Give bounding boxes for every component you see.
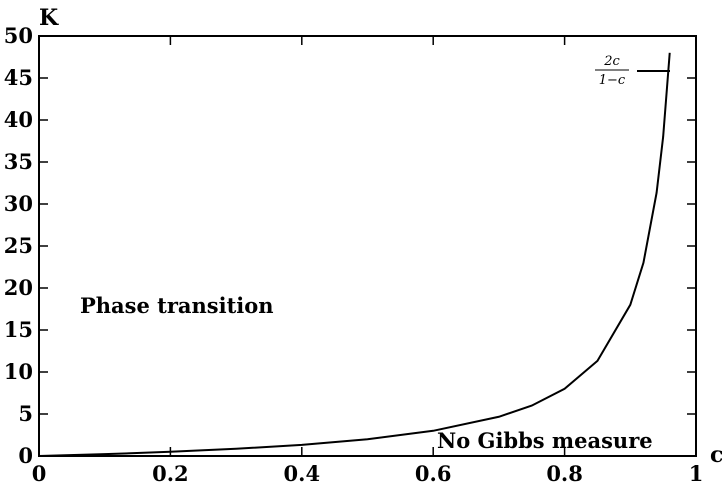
y-axis-ticks: 0 5 10 15 20 25 30 35 40 45 50 — [4, 23, 696, 468]
annotation-phase-transition: Phase transition — [80, 293, 274, 318]
y-tick-label: 5 — [18, 401, 33, 426]
annotation-no-gibbs-measure: No Gibbs measure — [437, 428, 653, 453]
y-tick-label: 50 — [4, 23, 33, 48]
legend-numerator: 2c — [603, 54, 620, 69]
y-tick-label: 25 — [4, 233, 33, 258]
y-tick-label: 35 — [4, 149, 33, 174]
x-tick-label: 0.2 — [152, 461, 189, 486]
y-tick-label: 30 — [4, 191, 33, 216]
plot-frame — [38, 35, 697, 457]
x-tick-label: 0.4 — [284, 461, 321, 486]
x-tick-label: 0.6 — [415, 461, 452, 486]
x-tick-label: 0.8 — [546, 461, 583, 486]
x-tick-label: 0 — [32, 461, 47, 486]
y-tick-label: 15 — [4, 317, 33, 342]
y-tick-label: 45 — [4, 65, 33, 90]
x-tick-label: 1 — [689, 461, 704, 486]
series-line — [38, 52, 671, 457]
legend-denominator: 1−c — [599, 73, 626, 88]
y-tick-label: 40 — [4, 107, 33, 132]
y-tick-label: 0 — [18, 443, 33, 468]
x-axis-ticks: 0 0.2 0.4 0.6 0.8 1 — [32, 36, 704, 486]
y-axis-label: K — [39, 5, 59, 31]
legend: 2c 1−c — [595, 54, 670, 88]
y-tick-label: 10 — [4, 359, 33, 384]
y-tick-label: 20 — [4, 275, 33, 300]
x-axis-label: c — [710, 442, 722, 468]
